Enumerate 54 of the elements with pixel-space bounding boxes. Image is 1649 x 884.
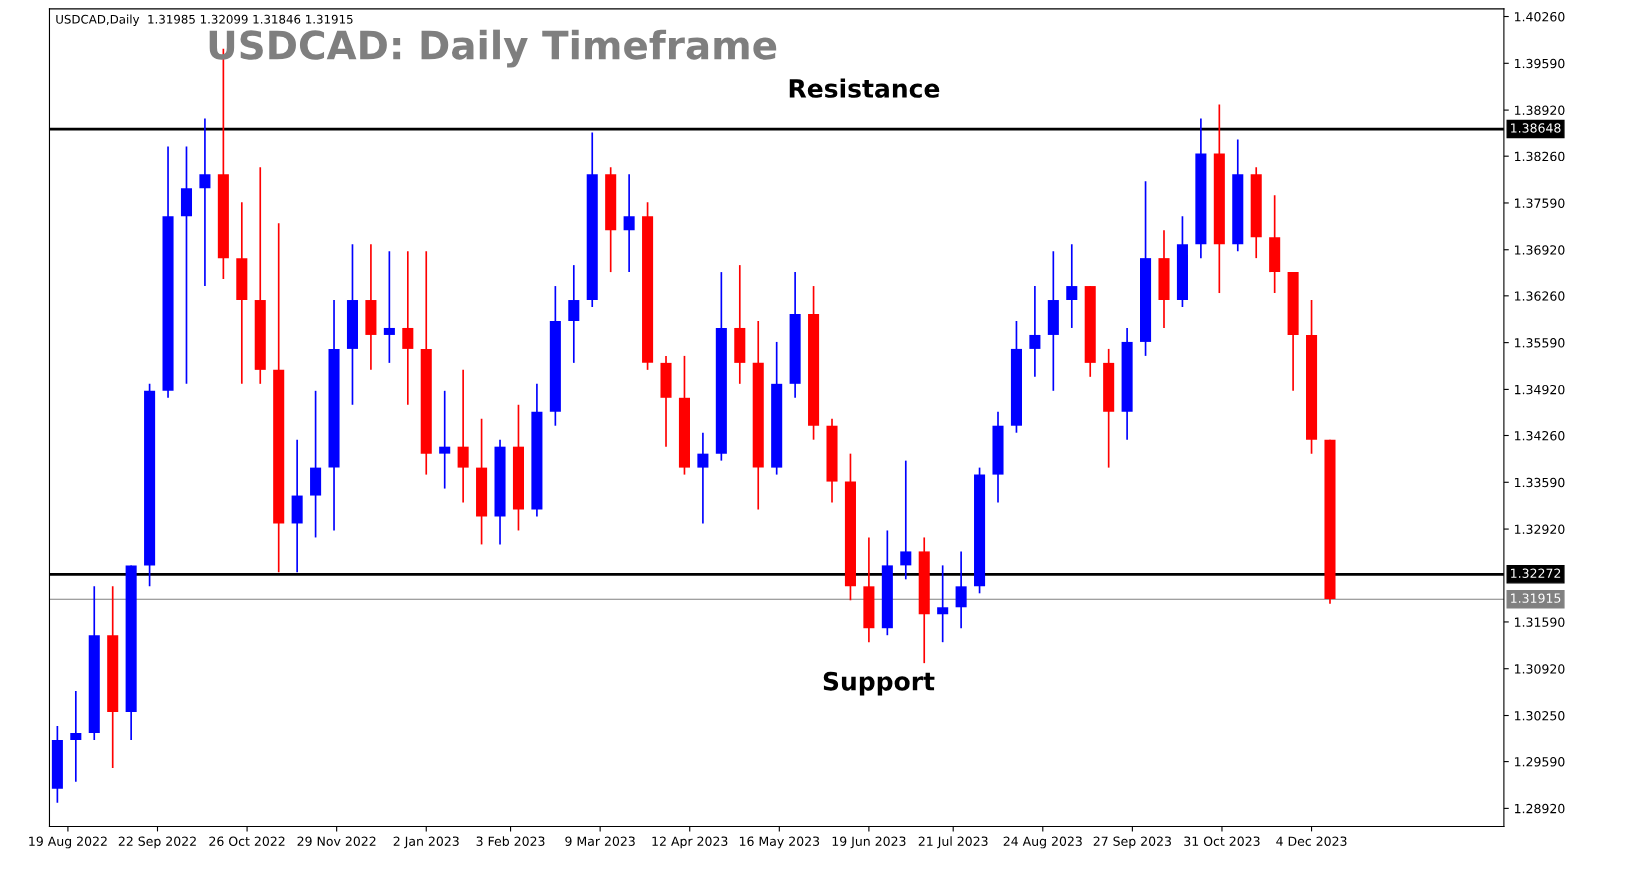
y-tick-label: 1.40260 xyxy=(1514,11,1565,22)
x-tick-label: 4 Dec 2023 xyxy=(1276,836,1347,846)
ref-line-label: 1.38648 xyxy=(1511,123,1561,133)
x-tick-label: 26 Oct 2022 xyxy=(209,836,285,846)
candlestick xyxy=(955,550,967,630)
y-tick-label: 1.30250 xyxy=(1514,710,1565,721)
candlestick xyxy=(439,389,451,490)
y-tick-label: 1.36260 xyxy=(1514,291,1565,301)
candlestick xyxy=(900,459,912,581)
y-tick-label: 1.29590 xyxy=(1514,757,1565,767)
candlestick xyxy=(1066,243,1078,329)
candlestick xyxy=(457,369,469,504)
x-tick-label: 27 Sep 2023 xyxy=(1093,836,1171,849)
x-tick-label: 21 Jul 2023 xyxy=(918,836,988,849)
x-tick-label: 22 Sep 2022 xyxy=(118,836,196,849)
x-tick-label: 19 Jun 2023 xyxy=(832,836,906,849)
annotation: USDCAD,Daily 1.31985 1.32099 1.31846 1.31915 xyxy=(56,14,353,26)
y-tick-label: 1.35590 xyxy=(1514,338,1565,348)
x-tick-label: 29 Nov 2022 xyxy=(297,836,376,846)
x-tick-label: 19 Aug 2022 xyxy=(29,836,107,849)
y-tick-label: 1.30920 xyxy=(1514,664,1565,674)
x-tick-label: 2 Jan 2023 xyxy=(393,836,459,849)
y-tick-label: 1.38920 xyxy=(1514,105,1565,116)
y-tick-label: 1.31590 xyxy=(1514,617,1565,627)
candlestick xyxy=(937,564,949,644)
x-tick-label: 31 Oct 2023 xyxy=(1184,836,1260,846)
y-tick-label: 1.37590 xyxy=(1514,198,1565,208)
candlestick xyxy=(383,250,395,364)
candlestick xyxy=(697,431,709,525)
text: USDCAD: Daily Timeframe xyxy=(209,29,777,68)
annotation: Resistance xyxy=(789,78,940,98)
y-tick-label: 1.38260 xyxy=(1514,151,1565,162)
candlestick xyxy=(402,250,414,406)
y-tick-label: 1.39590 xyxy=(1514,58,1565,69)
y-tick-label: 1.32920 xyxy=(1514,524,1565,534)
x-tick-label: 24 Aug 2023 xyxy=(1003,836,1082,849)
x-tick-label: 16 May 2023 xyxy=(739,836,820,849)
candlestick xyxy=(1029,285,1041,378)
candlestick xyxy=(70,690,82,783)
x-tick-label: 12 Apr 2023 xyxy=(652,836,728,849)
annotation: Support xyxy=(823,671,935,696)
y-tick-label: 1.34920 xyxy=(1514,384,1565,395)
candlestick xyxy=(623,173,635,273)
y-tick-label: 1.36920 xyxy=(1514,245,1565,255)
y-tick-label: 1.34260 xyxy=(1514,430,1565,441)
candlestick xyxy=(180,145,193,385)
x-tick-label: 3 Feb 2023 xyxy=(476,836,545,846)
ref-line-label: 1.31915 xyxy=(1511,593,1561,603)
candlestick xyxy=(568,264,580,364)
candlestick xyxy=(199,117,211,287)
y-tick-label: 1.33590 xyxy=(1514,477,1565,488)
ref-line-label: 1.32272 xyxy=(1511,568,1561,578)
x-tick-label: 9 Mar 2023 xyxy=(565,836,635,846)
y-tick-label: 1.28920 xyxy=(1514,803,1565,814)
